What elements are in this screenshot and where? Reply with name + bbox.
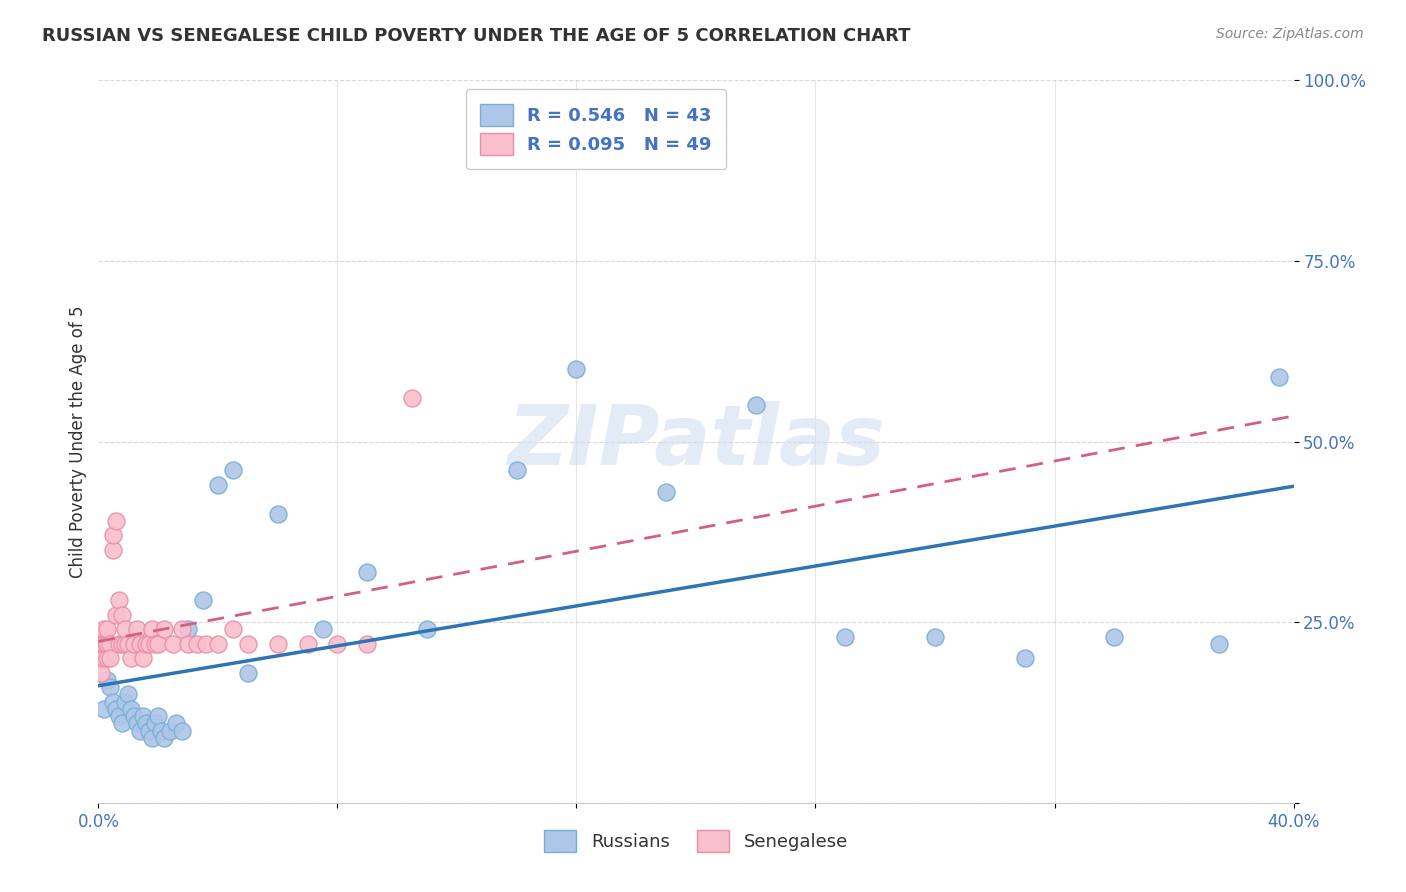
Point [103, 695, 125, 709]
Point [356, 565, 378, 579]
Point [177, 637, 200, 651]
Point [311, 623, 333, 637]
Point [108, 709, 131, 723]
Point [207, 478, 229, 492]
Y-axis label: Child Poverty Under the Age of 5: Child Poverty Under the Age of 5 [69, 305, 87, 578]
Point [111, 637, 134, 651]
Point [138, 723, 160, 738]
Point [132, 709, 155, 723]
Point [222, 463, 245, 477]
Point [267, 507, 290, 521]
Point [105, 702, 128, 716]
Point [834, 630, 856, 644]
Point [117, 687, 139, 701]
Point [111, 716, 134, 731]
Point [172, 623, 194, 637]
Point [141, 731, 163, 745]
Point [159, 723, 181, 738]
Point [148, 709, 170, 723]
Point [135, 716, 157, 731]
Point [124, 637, 146, 651]
Point [195, 637, 218, 651]
Point [90, 665, 112, 680]
Point [114, 623, 136, 637]
Point [143, 637, 166, 651]
Point [111, 607, 134, 622]
Point [108, 637, 131, 651]
Point [401, 391, 423, 405]
Point [127, 623, 149, 637]
Point [924, 630, 946, 644]
Point [93, 623, 115, 637]
Point [127, 716, 149, 731]
Point [236, 637, 259, 651]
Point [186, 637, 208, 651]
Point [129, 723, 152, 738]
Point [114, 637, 136, 651]
Point [326, 637, 349, 651]
Point [96, 637, 118, 651]
Point [162, 637, 184, 651]
Point [1104, 630, 1126, 644]
Point [90, 651, 112, 665]
Point [416, 623, 439, 637]
Point [120, 651, 142, 665]
Point [98, 651, 122, 665]
Point [191, 593, 214, 607]
Point [143, 716, 166, 731]
Point [1014, 651, 1036, 665]
Point [96, 651, 118, 665]
Point [103, 542, 125, 557]
Point [135, 637, 157, 651]
Point [93, 637, 115, 651]
Point [96, 623, 118, 637]
Point [129, 637, 152, 651]
Point [506, 463, 529, 477]
Point [124, 709, 146, 723]
Point [114, 695, 136, 709]
Point [103, 528, 125, 542]
Point [153, 623, 176, 637]
Point [105, 607, 128, 622]
Point [165, 716, 187, 731]
Point [93, 651, 115, 665]
Point [267, 637, 290, 651]
Point [96, 673, 118, 687]
Point [565, 362, 588, 376]
Point [90, 637, 112, 651]
Point [141, 623, 163, 637]
Text: ZIPatlas: ZIPatlas [508, 401, 884, 482]
Point [207, 637, 229, 651]
Point [108, 593, 131, 607]
Point [150, 723, 173, 738]
Point [138, 637, 160, 651]
Point [1208, 637, 1230, 651]
Point [98, 637, 122, 651]
Legend: Russians, Senegalese: Russians, Senegalese [537, 822, 855, 859]
Point [105, 514, 128, 528]
Point [177, 623, 200, 637]
Point [120, 702, 142, 716]
Point [132, 651, 155, 665]
Point [356, 637, 378, 651]
Point [93, 637, 115, 651]
Point [148, 637, 170, 651]
Point [655, 485, 678, 500]
Point [90, 637, 112, 651]
Point [172, 723, 194, 738]
Point [222, 623, 245, 637]
Point [96, 637, 118, 651]
Point [117, 637, 139, 651]
Point [236, 665, 259, 680]
Point [93, 702, 115, 716]
Point [1267, 369, 1289, 384]
Point [745, 398, 768, 412]
Text: Source: ZipAtlas.com: Source: ZipAtlas.com [1216, 27, 1364, 41]
Point [297, 637, 319, 651]
Text: RUSSIAN VS SENEGALESE CHILD POVERTY UNDER THE AGE OF 5 CORRELATION CHART: RUSSIAN VS SENEGALESE CHILD POVERTY UNDE… [42, 27, 911, 45]
Point [153, 731, 176, 745]
Point [98, 680, 122, 694]
